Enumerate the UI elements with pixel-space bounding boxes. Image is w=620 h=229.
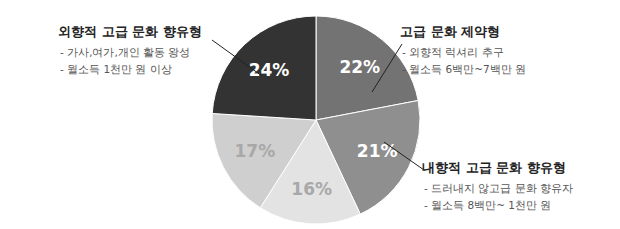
svg-text:21%: 21%	[357, 141, 398, 161]
svg-text:- 월소득 8백만~ 1천만 원: - 월소득 8백만~ 1천만 원	[424, 199, 551, 211]
svg-text:- 외향적 럭셔리 추구: - 외향적 럭셔리 추구	[402, 46, 504, 58]
svg-text:24%: 24%	[249, 60, 290, 80]
svg-text:- 월소득 1천만 원 이상: - 월소득 1천만 원 이상	[60, 63, 172, 75]
svg-text:- 가사,여가,개인 활동 왕성: - 가사,여가,개인 활동 왕성	[60, 46, 190, 58]
svg-text:- 드러내지 않고급 문화 향유자: - 드러내지 않고급 문화 향유자	[424, 182, 573, 194]
svg-text:- 월소득 6백만~7백만 원: - 월소득 6백만~7백만 원	[402, 63, 526, 75]
svg-text:22%: 22%	[339, 57, 380, 77]
svg-text:고급 문화 제약형: 고급 문화 제약형	[400, 24, 500, 39]
svg-text:17%: 17%	[234, 141, 275, 161]
svg-text:16%: 16%	[291, 179, 332, 199]
svg-text:내향적 고급 문화 향유형: 내향적 고급 문화 향유형	[422, 160, 566, 175]
svg-text:외향적 고급 문화 향유형: 외향적 고급 문화 향유형	[58, 24, 202, 39]
